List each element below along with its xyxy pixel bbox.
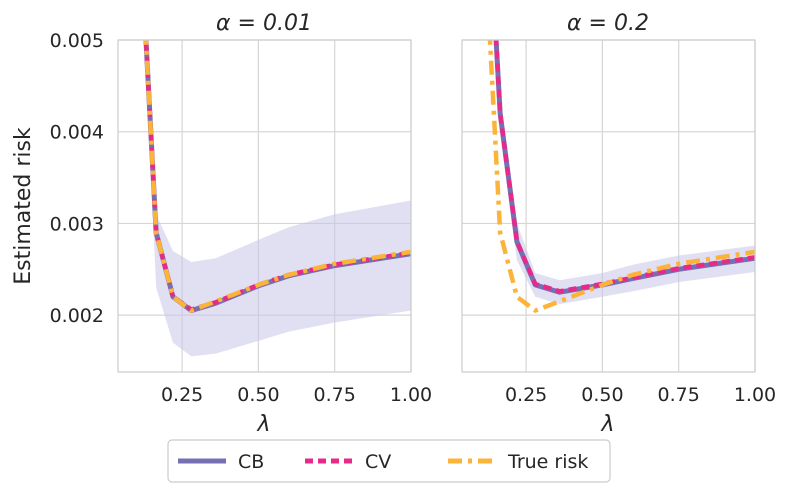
series-line-true-risk xyxy=(143,40,411,313)
y-axis-label: Estimated risk xyxy=(11,127,36,285)
series-lines xyxy=(487,40,755,313)
x-ticks: 0.25 0.50 0.75 1.00 xyxy=(505,384,776,406)
x-tick-label: 1.00 xyxy=(734,384,776,406)
x-tick-label: 0.50 xyxy=(237,384,279,406)
legend-label: CV xyxy=(365,451,391,473)
risk-band xyxy=(145,40,411,357)
series-line-cv xyxy=(493,40,755,294)
legend-label: CB xyxy=(238,451,264,473)
series-lines xyxy=(143,40,411,314)
y-tick-label: 0.004 xyxy=(50,122,104,144)
y-tick-label: 0.005 xyxy=(50,30,104,52)
x-tick-label: 0.25 xyxy=(161,384,203,406)
panel-alpha-02: 0.25 0.50 0.75 1.00 α = 0.2 λ xyxy=(461,11,776,437)
panel-alpha-001: 0.25 0.50 0.75 1.00 0.002 0.003 0.004 0.005 α … xyxy=(50,11,433,437)
series-line-cv xyxy=(143,40,411,312)
x-axis-label: λ xyxy=(256,412,270,437)
x-tick-label: 0.25 xyxy=(505,384,547,406)
plot-frame xyxy=(117,39,412,373)
plot-frame xyxy=(461,39,756,373)
legend: CB CV True risk xyxy=(167,439,611,483)
panel-title: α = 0.2 xyxy=(567,11,649,36)
y-tick-label: 0.002 xyxy=(50,305,104,327)
x-ticks: 0.25 0.50 0.75 1.00 xyxy=(161,384,432,406)
legend-frame xyxy=(167,439,611,483)
x-axis-label: λ xyxy=(600,412,614,437)
legend-item-cv: CV xyxy=(305,451,391,473)
x-tick-label: 0.75 xyxy=(658,384,700,406)
y-ticks: 0.002 0.003 0.004 0.005 xyxy=(50,30,104,327)
legend-item-cb: CB xyxy=(178,451,264,473)
confidence-band xyxy=(145,40,411,357)
x-tick-label: 0.75 xyxy=(314,384,356,406)
plot-area xyxy=(462,40,755,372)
panel-title: α = 0.01 xyxy=(216,11,312,36)
x-tick-label: 0.50 xyxy=(581,384,623,406)
series-line-true-risk xyxy=(487,40,755,313)
legend-label: True risk xyxy=(507,451,588,473)
y-tick-label: 0.003 xyxy=(50,213,104,235)
legend-item-true-risk: True risk xyxy=(448,451,588,473)
x-tick-label: 1.00 xyxy=(390,384,432,406)
